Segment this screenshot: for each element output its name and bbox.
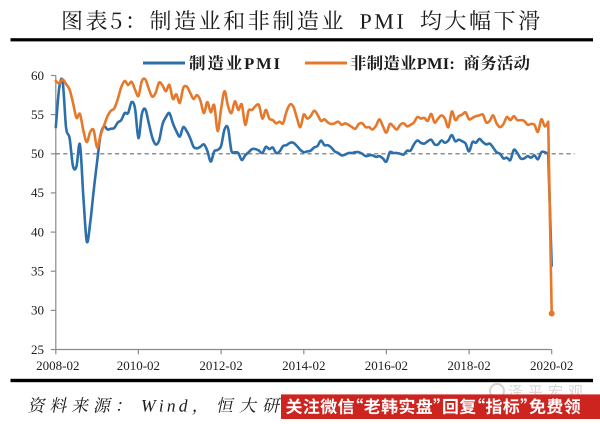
svg-text:40: 40 bbox=[31, 224, 44, 239]
svg-text:30: 30 bbox=[31, 303, 44, 318]
svg-text:2018-02: 2018-02 bbox=[447, 358, 490, 373]
svg-text:2020-02: 2020-02 bbox=[530, 358, 573, 373]
svg-text:35: 35 bbox=[31, 264, 44, 279]
svg-text:2014-02: 2014-02 bbox=[282, 358, 325, 373]
svg-text:2016-02: 2016-02 bbox=[365, 358, 408, 373]
svg-text:2008-02: 2008-02 bbox=[36, 358, 79, 373]
svg-text:60: 60 bbox=[31, 68, 44, 83]
svg-text:2012-02: 2012-02 bbox=[199, 358, 242, 373]
svg-text:2010-02: 2010-02 bbox=[117, 358, 160, 373]
svg-text:25: 25 bbox=[31, 342, 44, 357]
svg-text:45: 45 bbox=[31, 185, 44, 200]
svg-text:50: 50 bbox=[31, 146, 44, 161]
svg-text:55: 55 bbox=[31, 107, 44, 122]
